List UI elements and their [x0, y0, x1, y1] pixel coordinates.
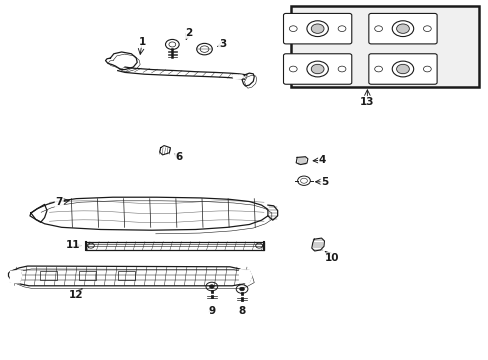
Text: 9: 9: [208, 306, 215, 316]
Circle shape: [239, 287, 244, 291]
Circle shape: [396, 24, 408, 33]
Text: 5: 5: [321, 177, 328, 187]
Polygon shape: [10, 270, 21, 283]
Text: 13: 13: [359, 97, 374, 107]
Text: 1: 1: [138, 37, 145, 47]
Bar: [118, 271, 135, 280]
FancyBboxPatch shape: [368, 54, 436, 84]
FancyBboxPatch shape: [283, 54, 351, 84]
Text: 6: 6: [175, 152, 182, 162]
Circle shape: [209, 285, 214, 288]
Text: 3: 3: [219, 40, 226, 49]
Text: 2: 2: [184, 28, 192, 38]
Text: 11: 11: [65, 240, 80, 250]
Text: 10: 10: [325, 253, 339, 263]
FancyBboxPatch shape: [283, 13, 351, 44]
Text: 8: 8: [238, 306, 245, 316]
Bar: [79, 271, 96, 280]
Bar: [40, 271, 57, 280]
Polygon shape: [239, 270, 251, 283]
Circle shape: [396, 64, 408, 74]
Circle shape: [311, 24, 324, 33]
Text: 4: 4: [318, 155, 325, 165]
Text: 7: 7: [56, 197, 63, 207]
Circle shape: [311, 64, 324, 74]
Text: 12: 12: [69, 291, 83, 301]
Polygon shape: [232, 75, 243, 79]
Bar: [290, 6, 478, 87]
FancyBboxPatch shape: [368, 13, 436, 44]
